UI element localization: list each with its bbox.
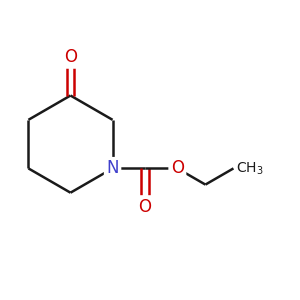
Text: N: N — [106, 159, 119, 177]
Text: O: O — [171, 159, 184, 177]
Text: O: O — [64, 48, 77, 66]
Text: CH$_3$: CH$_3$ — [236, 160, 264, 177]
Text: O: O — [139, 198, 152, 216]
